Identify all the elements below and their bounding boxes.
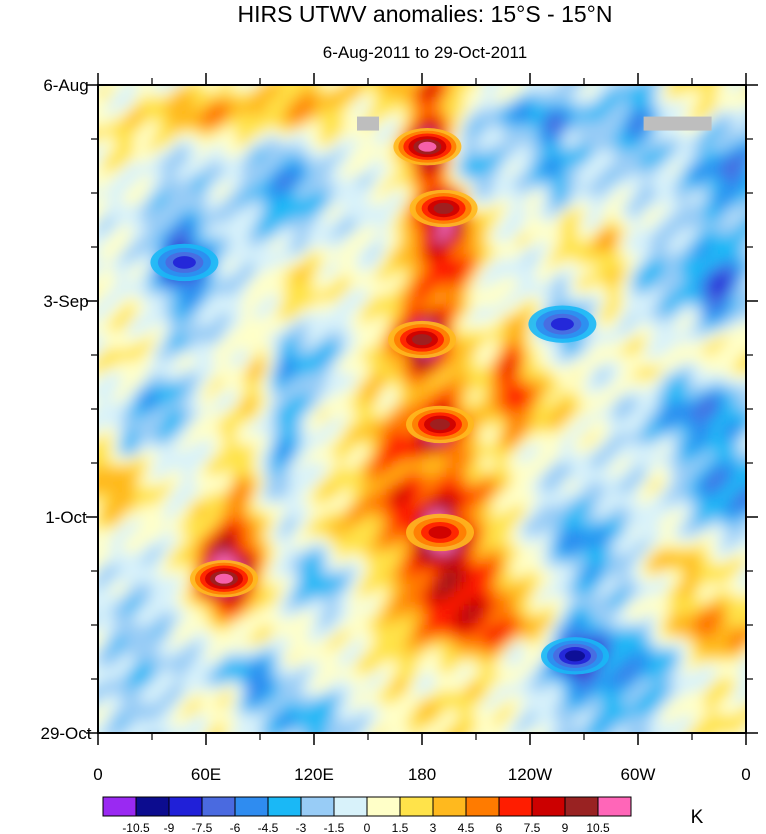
axis-ticks: 0 60E 120E 180 120W 60W 0 6-Aug 3-Sep 1-Oct 29-Oct (40, 73, 758, 784)
colorbar-box (234, 796, 269, 817)
colorbar-label: 6 (496, 821, 503, 834)
y-tick-label: 29-Oct (40, 724, 91, 743)
colorbar-box (564, 796, 599, 817)
x-tick-label: 60E (191, 765, 221, 784)
feature-core (412, 334, 432, 346)
colorbar-label: 7.5 (524, 821, 541, 834)
colorbar-box (135, 796, 170, 817)
colorbar-box (498, 796, 533, 817)
feature-core (428, 526, 452, 539)
anomaly-cells (98, 85, 746, 733)
colorbar-box (597, 796, 632, 817)
missing-data-patch (357, 116, 379, 131)
x-tick-label: 0 (93, 765, 102, 784)
colorbar-label: 3 (430, 821, 437, 834)
colorbar-label: 0 (364, 821, 371, 834)
colorbar-label: -4.5 (258, 821, 279, 834)
colorbar-box (531, 796, 566, 817)
colorbar-label: -1.5 (324, 821, 345, 834)
colorbar-box (432, 796, 467, 817)
colorbar-label: 10.5 (586, 821, 610, 834)
colorbar-label: 9 (562, 821, 569, 834)
x-tick-label: 120W (508, 765, 552, 784)
y-tick-label: 3-Sep (43, 292, 88, 311)
colorbar-box (399, 796, 434, 817)
missing-data-patch (643, 116, 712, 131)
colorbar-label: -7.5 (192, 821, 213, 834)
feature-core (172, 256, 196, 269)
colorbar-box (102, 796, 137, 817)
missing-data-layer (357, 116, 712, 131)
colorbar-label: -6 (230, 821, 241, 834)
colorbar-box (300, 796, 335, 817)
colorbar-box (201, 796, 236, 817)
colorbar-box (333, 796, 368, 817)
plot-area (97, 84, 747, 734)
x-tick-label: 0 (741, 765, 750, 784)
colorbar-label: -9 (164, 821, 175, 834)
colorbar: -10.5 -9 -7.5 -6 -4.5 -3 -1.5 0 1.5 3 4.5 6 7.5 9 10.5 (102, 796, 632, 834)
feature-core (430, 418, 450, 430)
chart-subtitle: 6-Aug-2011 to 29-Oct-2011 (323, 43, 527, 62)
x-tick-label: 120E (294, 765, 334, 784)
anomaly-field (98, 85, 746, 733)
x-tick-label: 180 (408, 765, 436, 784)
feature-core (550, 317, 574, 331)
colorbar-box (465, 796, 500, 817)
feature-cores (150, 128, 609, 675)
colorbar-label: -10.5 (122, 821, 150, 834)
y-tick-label: 6-Aug (43, 76, 88, 95)
feature-core (418, 141, 437, 152)
chart-title: HIRS UTWV anomalies: 15°S - 15°N (237, 1, 612, 27)
colorbar-box (168, 796, 203, 817)
colorbar-label: 1.5 (392, 821, 409, 834)
feature-core (433, 202, 454, 214)
colorbar-box (267, 796, 302, 817)
colorbar-label: -3 (296, 821, 307, 834)
colorbar-box (366, 796, 401, 817)
colorbar-unit: K (691, 807, 704, 828)
feature-core (215, 573, 233, 584)
x-tick-label: 60W (621, 765, 656, 784)
y-tick-label: 1-Oct (45, 508, 87, 527)
colorbar-label: 4.5 (458, 821, 475, 834)
feature-core (565, 650, 585, 662)
